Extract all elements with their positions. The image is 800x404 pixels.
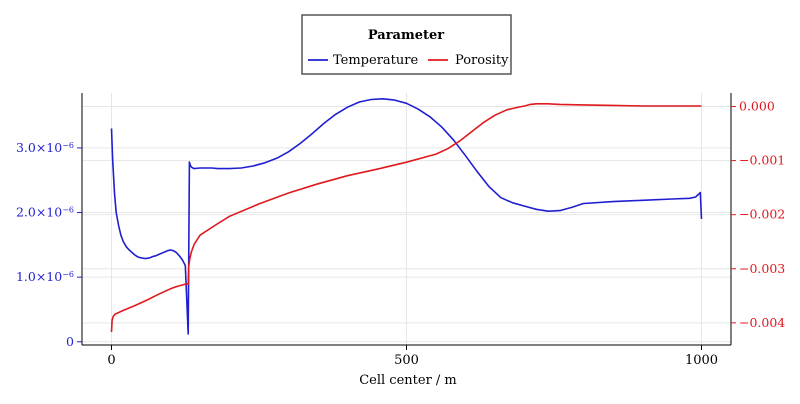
y-left-tick-label: 1.0×10−6 xyxy=(16,269,74,284)
legend-title: Parameter xyxy=(368,28,444,43)
y-right-tick-label: 0.000 xyxy=(739,99,775,114)
y-left-tick-exponent: −6 xyxy=(62,270,74,279)
y-left-tick-exponent: −6 xyxy=(62,205,74,214)
x-tick-label: 1000 xyxy=(685,353,718,368)
y-left-tick-label: 0 xyxy=(66,334,74,349)
y-right-tick-label: −0.004 xyxy=(739,315,785,330)
series-line-porosity xyxy=(110,103,702,333)
grid-layer xyxy=(82,93,731,345)
y-right-tick-label: −0.003 xyxy=(739,261,785,276)
x-tick-label: 500 xyxy=(394,353,419,368)
legend-label-porosity: Porosity xyxy=(455,53,509,68)
x-axis-label: Cell center / m xyxy=(359,373,457,388)
legend-frame xyxy=(301,14,512,75)
x-tick-label: 0 xyxy=(107,353,115,368)
y-left-tick-label: 2.0×10−6 xyxy=(16,205,74,220)
y-right-tick-label: −0.001 xyxy=(739,153,785,168)
y-left-tick-exponent: −6 xyxy=(62,140,74,149)
series-line-temperature xyxy=(110,98,703,335)
series-layer xyxy=(110,98,703,335)
legend: Parameter Temperature Porosity xyxy=(301,14,512,75)
y-right-tick-label: −0.002 xyxy=(739,207,785,222)
y-left-tick-label: 3.0×10−6 xyxy=(16,140,74,155)
ticks-layer: 0 500 1000 0 1.0×10−6 2.0×10−6 3.0×10−6 0.000 −0… xyxy=(16,99,785,368)
legend-label-temperature: Temperature xyxy=(333,53,418,68)
